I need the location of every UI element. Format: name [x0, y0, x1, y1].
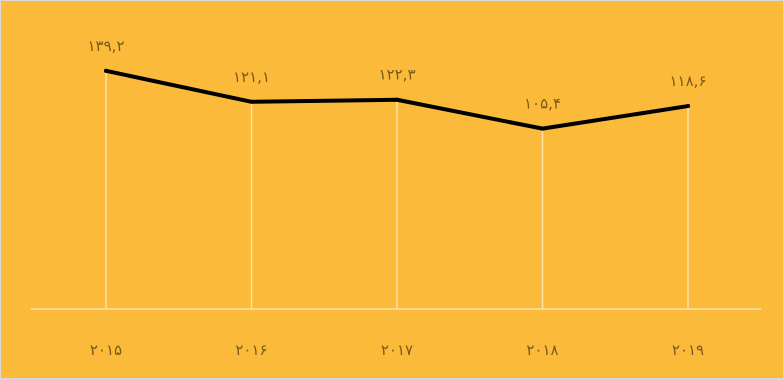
data-point — [104, 68, 108, 73]
x-tick-label: ۲۰۱۶ — [235, 341, 267, 359]
data-label: ۱۲۲,۳ — [379, 66, 416, 84]
data-label: ۱۱۸,۶ — [670, 72, 707, 90]
data-point — [686, 104, 690, 109]
data-label: ۱۳۹,۲ — [88, 37, 125, 55]
data-point — [540, 126, 545, 131]
x-tick-label: ۲۰۱۸ — [526, 341, 558, 359]
x-tick-labels: ۲۰۱۵ ۲۰۱۶ ۲۰۱۷ ۲۰۱۸ ۲۰۱۹ — [90, 341, 704, 359]
x-tick-label: ۲۰۱۷ — [381, 341, 413, 359]
data-label: ۱۰۵,۴ — [524, 95, 561, 113]
data-point — [395, 97, 399, 102]
data-point — [249, 99, 254, 104]
data-labels: ۱۳۹,۲ ۱۲۱,۱ ۱۲۲,۳ ۱۰۵,۴ ۱۱۸,۶ — [88, 37, 707, 113]
vertical-gridlines — [105, 70, 689, 309]
x-tick-label: ۲۰۱۹ — [672, 341, 704, 359]
data-label: ۱۲۱,۱ — [233, 68, 270, 86]
x-tick-label: ۲۰۱۵ — [90, 341, 122, 359]
